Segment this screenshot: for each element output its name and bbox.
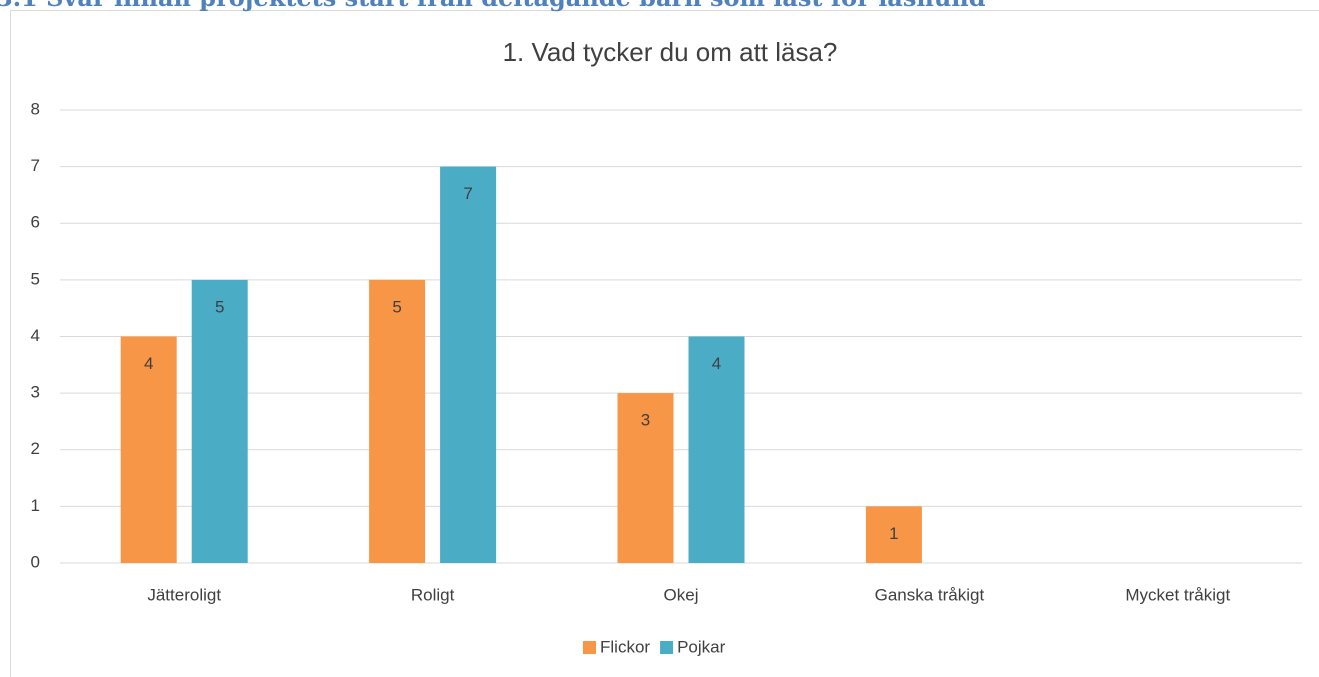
bar — [617, 393, 674, 563]
chart-frame — [10, 10, 1319, 677]
x-tick-label: Okej — [664, 585, 699, 604]
y-tick-label: 7 — [31, 156, 40, 175]
y-tick-label: 0 — [31, 552, 40, 571]
bar — [865, 506, 922, 563]
x-tick-label: Mycket tråkigt — [1125, 585, 1230, 604]
y-tick-label: 1 — [31, 496, 40, 515]
chart-title: 1. Vad tycker du om att läsa? — [503, 37, 838, 67]
data-label: 5 — [392, 297, 401, 316]
y-tick-label: 4 — [31, 326, 40, 345]
y-tick-label: 6 — [31, 213, 40, 232]
legend-swatch — [583, 641, 596, 654]
bar — [688, 336, 745, 563]
section-heading: 3.1 Svar innan projektets start från del… — [0, 0, 986, 12]
y-tick-label: 5 — [31, 269, 40, 288]
x-tick-label: Ganska tråkigt — [875, 585, 985, 604]
legend-label: Flickor — [600, 637, 650, 656]
data-label: 7 — [463, 184, 472, 203]
bar — [440, 166, 497, 563]
data-label: 1 — [889, 524, 898, 543]
y-tick-label: 2 — [31, 439, 40, 458]
x-tick-label: Roligt — [411, 585, 455, 604]
y-tick-label: 8 — [31, 99, 40, 118]
data-label: 4 — [712, 354, 721, 373]
data-label: 3 — [641, 411, 650, 430]
data-label: 4 — [144, 354, 153, 373]
legend-label: Pojkar — [677, 637, 726, 656]
y-tick-label: 3 — [31, 383, 40, 402]
bar — [120, 336, 177, 563]
x-tick-label: Jätteroligt — [147, 585, 221, 604]
data-label: 5 — [215, 297, 224, 316]
bar — [369, 279, 426, 563]
legend-swatch — [660, 641, 674, 654]
bar — [191, 279, 248, 563]
